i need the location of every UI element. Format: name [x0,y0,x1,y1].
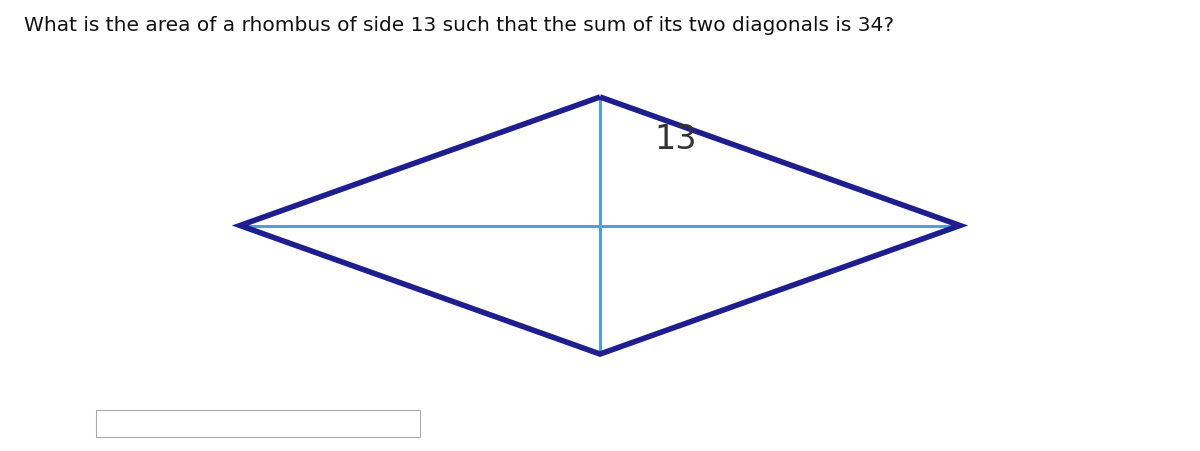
Text: 13: 13 [654,123,696,156]
Text: What is the area of a rhombus of side 13 such that the sum of its two diagonals : What is the area of a rhombus of side 13… [24,16,894,35]
FancyBboxPatch shape [96,410,420,437]
